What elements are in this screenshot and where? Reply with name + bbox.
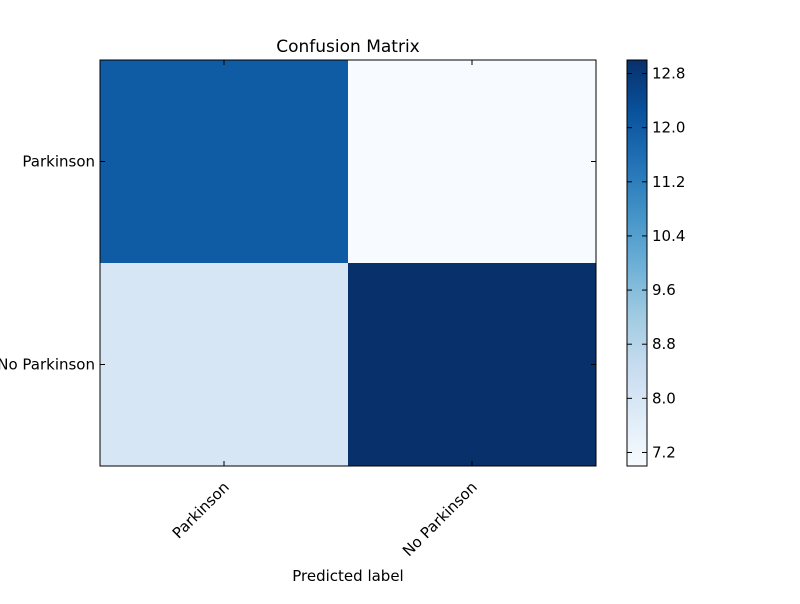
y-tick-label: No Parkinson — [0, 356, 95, 374]
colorbar-tick-label: 10.4 — [652, 227, 685, 245]
colorbar-ticks: 7.2 8.0 8.8 9.6 10.4 11.2 12.0 12.8 — [627, 65, 685, 461]
x-tick-label: No Parkinson — [399, 478, 481, 560]
heatmap-cell-r1-c1 — [348, 263, 597, 467]
x-tick-label: Parkinson — [169, 478, 233, 542]
colorbar — [626, 59, 648, 467]
x-axis-label: Predicted label — [292, 567, 403, 585]
heatmap-cell-r0-c0 — [100, 60, 349, 264]
chart-title: Confusion Matrix — [276, 37, 420, 57]
heatmap-cells — [100, 60, 597, 467]
colorbar-tick-label: 9.6 — [652, 281, 676, 299]
plot-frame — [99, 59, 597, 467]
colorbar-tick-label: 11.2 — [652, 173, 685, 191]
heatmap-cell-r0-c1 — [348, 60, 597, 264]
colorbar-tick-label: 8.0 — [652, 389, 676, 407]
heatmap-cell-r1-c0 — [100, 263, 349, 467]
colorbar-tick-label: 8.8 — [652, 335, 676, 353]
colorbar-tick-label: 12.8 — [652, 65, 685, 83]
colorbar-tick-label: 12.0 — [652, 119, 685, 137]
y-tick-label: Parkinson — [22, 153, 95, 171]
colorbar-tick-label: 7.2 — [652, 443, 676, 461]
